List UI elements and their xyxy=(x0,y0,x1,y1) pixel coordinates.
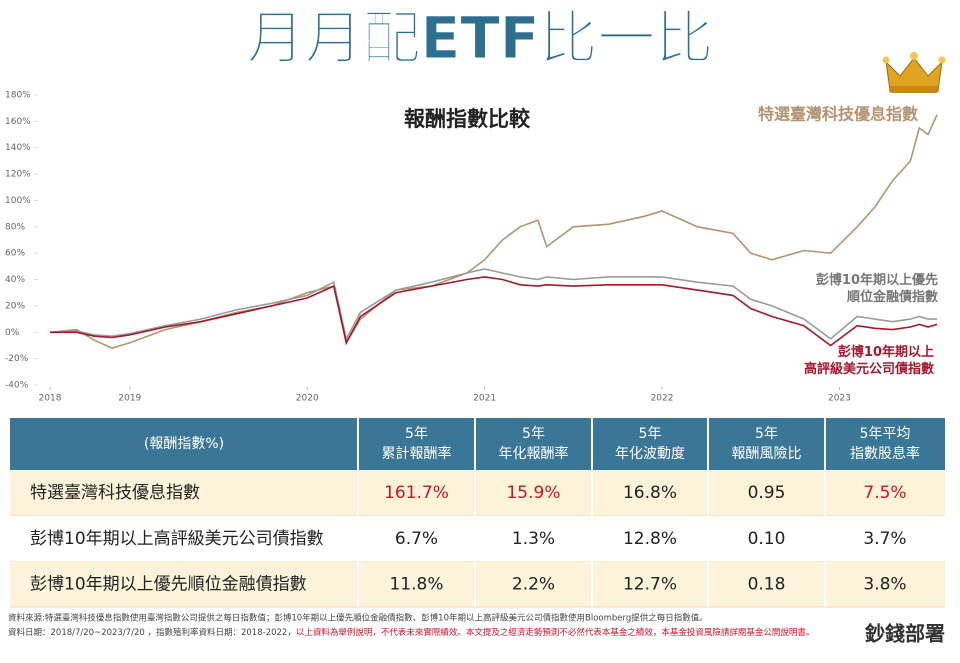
crown xyxy=(882,52,946,93)
footer-dates: 資料日期：2018/7/20~2023/7/20 ，指數殖利率資料日期：2018… xyxy=(8,627,814,638)
y-tick-label: 160% xyxy=(5,117,31,127)
table-cell: 11.8% xyxy=(389,575,443,595)
page-title: 月月配ETF比一比 xyxy=(247,4,714,72)
table-cell: 6.7% xyxy=(395,529,438,549)
y-tick-label: 120% xyxy=(5,170,31,180)
table-header-cell: 5年平均指數股息率 xyxy=(850,426,920,462)
table-header-cell: 5年年化報酬率 xyxy=(499,426,569,462)
chart: -40% -20% 0% 20% 40% 60% 80% 100% 120% 140% 160% 18… xyxy=(5,91,938,404)
x-tick-label: 2020 xyxy=(296,394,319,404)
footer-disclaimer: 以上資料為舉例說明，不代表未來實際績效。本文提及之經濟走勢預測不必然代表本基金之… xyxy=(296,627,815,638)
table-cell: 12.7% xyxy=(623,575,677,595)
table-header-cell: 5年報酬風險比 xyxy=(732,426,802,462)
table-cell: 彭博10年期以上優先順位金融債指數 xyxy=(30,575,307,595)
table-row-bg xyxy=(10,516,945,562)
footer-dates-text: 資料日期：2018/7/20~2023/7/20 ，指數殖利率資料日期：2018… xyxy=(8,627,296,638)
table-header-cell: 5年年化波動度 xyxy=(615,426,685,462)
table-cell: 彭博10年期以上高評級美元公司債指數 xyxy=(30,529,324,549)
table-row-bg xyxy=(10,470,945,516)
y-tick-label: -20% xyxy=(5,354,29,364)
table-cell: 0.10 xyxy=(748,529,786,549)
table-row-bg xyxy=(10,562,945,607)
footer-source: 資料來源:特選臺灣科技優息指數使用臺灣指數公司提供之每日指數值；彭博10年期以上… xyxy=(8,613,708,624)
x-tick-label: 2021 xyxy=(473,394,496,404)
y-tick-label: 100% xyxy=(5,196,31,206)
logo: 鈔錢部署 xyxy=(865,622,945,646)
y-tick-label: 20% xyxy=(5,301,25,311)
table-cell: 7.5% xyxy=(863,483,906,503)
table-cell: 3.7% xyxy=(863,529,906,549)
table-header-bg xyxy=(10,418,945,470)
series-label: 特選臺灣科技優息指數 xyxy=(758,105,918,124)
series-line xyxy=(50,276,938,347)
y-tick-label: -40% xyxy=(5,381,29,391)
x-tick-label: 2018 xyxy=(39,394,62,404)
y-tick-label: 140% xyxy=(5,143,31,153)
y-tick-label: 60% xyxy=(5,249,25,259)
table-header-cell: (報酬指數%) xyxy=(144,436,224,452)
table-cell: 15.9% xyxy=(506,483,560,503)
table-cell: 3.8% xyxy=(863,575,906,595)
table-cell: 0.95 xyxy=(748,483,786,503)
table-cell: 0.18 xyxy=(748,575,786,595)
series-line xyxy=(49,268,937,342)
table-cell: 12.8% xyxy=(623,529,677,549)
x-tick-label: 2022 xyxy=(651,394,674,404)
x-tick-label: 2019 xyxy=(118,394,141,404)
chart-title: 報酬指數比較 xyxy=(404,107,531,131)
y-tick-label: 180% xyxy=(5,91,31,101)
y-tick-label: 0% xyxy=(5,328,20,338)
table-cell: 2.2% xyxy=(512,575,555,595)
y-tick-label: 40% xyxy=(5,275,25,285)
x-tick-label: 2023 xyxy=(828,394,851,404)
table-cell: 1.3% xyxy=(512,529,555,549)
table-cell: 特選臺灣科技優息指數 xyxy=(30,483,200,503)
table-cell: 161.7% xyxy=(384,483,449,503)
series-label: 彭博10年期以上優先順位金融債指數 xyxy=(816,272,938,305)
series-label: 彭博10年期以上高評級美元公司債指數 xyxy=(804,344,934,377)
table: (報酬指數%) 5年累計報酬率 5年年化報酬率 5年年化波動度 5年報酬風險比 5年平均指… xyxy=(10,418,945,608)
table-header-cell: 5年累計報酬率 xyxy=(382,426,452,462)
table-cell: 16.8% xyxy=(623,483,677,503)
y-tick-label: 80% xyxy=(5,222,25,232)
